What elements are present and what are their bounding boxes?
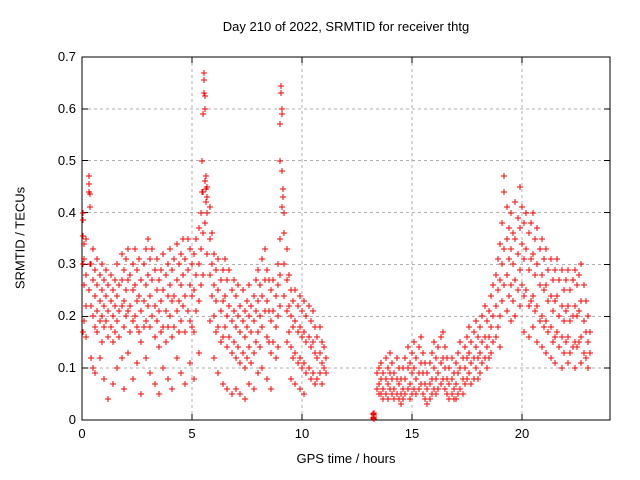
x-tick-label: 15 <box>404 426 420 441</box>
y-tick-label: 0.4 <box>57 204 76 220</box>
x-axis-label: GPS time / hours <box>296 451 396 466</box>
x-tick-label: 10 <box>294 426 310 441</box>
plot-frame <box>81 56 611 421</box>
x-tick-label: 0 <box>78 426 86 441</box>
y-tick-label: 0.7 <box>57 49 76 64</box>
y-tick-label: 0.3 <box>57 256 76 272</box>
y-tick-label: 0.5 <box>57 152 76 168</box>
scatter-points <box>80 70 593 422</box>
y-tick-label: 0.2 <box>57 308 76 324</box>
chart-title: Day 210 of 2022, SRMTID for receiver tht… <box>222 19 470 34</box>
x-tick-label: 20 <box>514 426 530 441</box>
y-tick-label: 0.1 <box>57 360 76 376</box>
x-tick-label: 5 <box>188 426 196 441</box>
y-tick-label: 0.6 <box>57 100 76 116</box>
y-tick-label: 0 <box>68 412 76 427</box>
y-axis-label: SRMTID / TECUs <box>12 186 28 290</box>
